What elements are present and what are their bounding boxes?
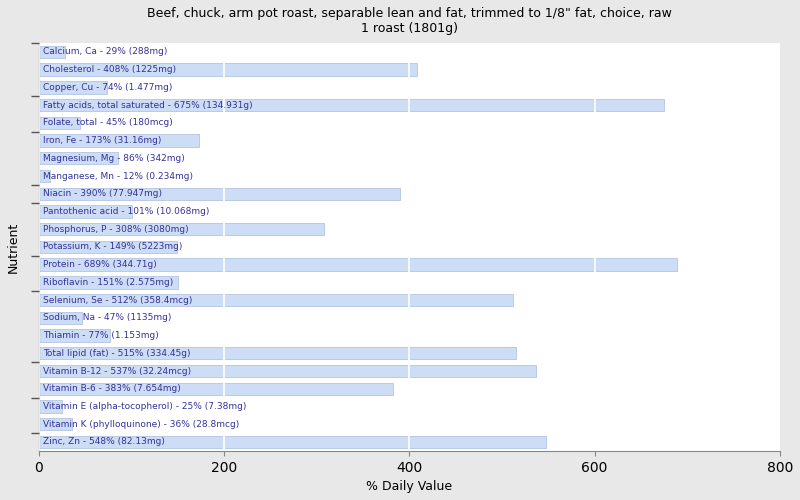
Text: Zinc, Zn - 548% (82.13mg): Zinc, Zn - 548% (82.13mg) bbox=[43, 438, 165, 446]
Bar bbox=[38, 330, 110, 342]
Bar bbox=[38, 400, 62, 412]
Bar bbox=[38, 64, 417, 76]
Bar bbox=[38, 81, 107, 94]
Bar bbox=[38, 312, 82, 324]
Bar bbox=[38, 134, 199, 147]
Text: Copper, Cu - 74% (1.477mg): Copper, Cu - 74% (1.477mg) bbox=[43, 83, 173, 92]
Bar bbox=[38, 240, 177, 253]
Text: Potassium, K - 149% (5223mg): Potassium, K - 149% (5223mg) bbox=[43, 242, 182, 252]
Text: Iron, Fe - 173% (31.16mg): Iron, Fe - 173% (31.16mg) bbox=[43, 136, 162, 145]
Text: Vitamin K (phylloquinone) - 36% (28.8mcg): Vitamin K (phylloquinone) - 36% (28.8mcg… bbox=[43, 420, 239, 428]
Bar bbox=[38, 258, 677, 271]
Bar bbox=[38, 365, 536, 377]
Text: Vitamin B-12 - 537% (32.24mcg): Vitamin B-12 - 537% (32.24mcg) bbox=[43, 366, 191, 376]
X-axis label: % Daily Value: % Daily Value bbox=[366, 480, 452, 493]
Text: Vitamin B-6 - 383% (7.654mg): Vitamin B-6 - 383% (7.654mg) bbox=[43, 384, 181, 393]
Text: Thiamin - 77% (1.153mg): Thiamin - 77% (1.153mg) bbox=[43, 331, 159, 340]
Bar bbox=[38, 170, 50, 182]
Bar bbox=[38, 418, 72, 430]
Bar bbox=[38, 276, 178, 288]
Text: Sodium, Na - 47% (1135mg): Sodium, Na - 47% (1135mg) bbox=[43, 314, 171, 322]
Text: Protein - 689% (344.71g): Protein - 689% (344.71g) bbox=[43, 260, 157, 269]
Bar bbox=[38, 206, 132, 218]
Text: Calcium, Ca - 29% (288mg): Calcium, Ca - 29% (288mg) bbox=[43, 48, 167, 56]
Bar bbox=[38, 188, 400, 200]
Bar bbox=[38, 46, 66, 58]
Text: Phosphorus, P - 308% (3080mg): Phosphorus, P - 308% (3080mg) bbox=[43, 224, 189, 234]
Text: Total lipid (fat) - 515% (334.45g): Total lipid (fat) - 515% (334.45g) bbox=[43, 349, 190, 358]
Bar bbox=[38, 294, 513, 306]
Text: Pantothenic acid - 101% (10.068mg): Pantothenic acid - 101% (10.068mg) bbox=[43, 207, 210, 216]
Text: Manganese, Mn - 12% (0.234mg): Manganese, Mn - 12% (0.234mg) bbox=[43, 172, 193, 180]
Text: Vitamin E (alpha-tocopherol) - 25% (7.38mg): Vitamin E (alpha-tocopherol) - 25% (7.38… bbox=[43, 402, 246, 411]
Text: Cholesterol - 408% (1225mg): Cholesterol - 408% (1225mg) bbox=[43, 65, 176, 74]
Bar bbox=[38, 116, 80, 129]
Text: Selenium, Se - 512% (358.4mcg): Selenium, Se - 512% (358.4mcg) bbox=[43, 296, 193, 304]
Text: Magnesium, Mg - 86% (342mg): Magnesium, Mg - 86% (342mg) bbox=[43, 154, 185, 163]
Bar bbox=[38, 99, 664, 112]
Text: Fatty acids, total saturated - 675% (134.931g): Fatty acids, total saturated - 675% (134… bbox=[43, 100, 253, 110]
Text: Folate, total - 45% (180mcg): Folate, total - 45% (180mcg) bbox=[43, 118, 173, 128]
Bar bbox=[38, 223, 324, 235]
Bar bbox=[38, 436, 546, 448]
Y-axis label: Nutrient: Nutrient bbox=[7, 222, 20, 272]
Text: Riboflavin - 151% (2.575mg): Riboflavin - 151% (2.575mg) bbox=[43, 278, 174, 287]
Text: Niacin - 390% (77.947mg): Niacin - 390% (77.947mg) bbox=[43, 189, 162, 198]
Bar bbox=[38, 347, 516, 360]
Bar bbox=[38, 152, 118, 164]
Title: Beef, chuck, arm pot roast, separable lean and fat, trimmed to 1/8" fat, choice,: Beef, chuck, arm pot roast, separable le… bbox=[146, 7, 672, 35]
Bar bbox=[38, 382, 394, 395]
